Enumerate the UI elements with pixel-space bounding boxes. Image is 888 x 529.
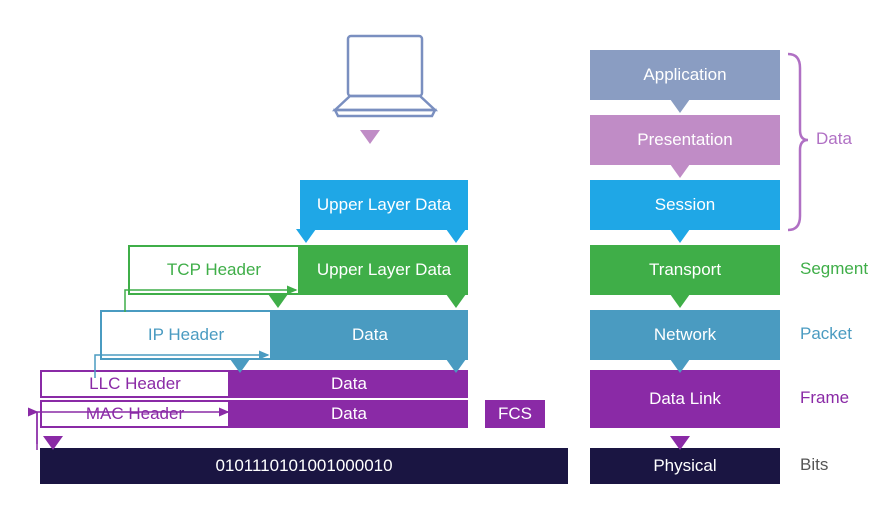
upper_layer_1-box: Upper Layer Data (300, 180, 468, 230)
flow-pointer (446, 229, 466, 243)
network_row-box: Data (272, 310, 468, 360)
osi-layer-network: Network (590, 310, 780, 360)
flow-pointer (43, 436, 63, 450)
upper_layer_2-box: Upper Layer Data (300, 245, 468, 295)
datalink_row-llc_data: Data (230, 370, 468, 398)
physical_row-box: 0101110101001000010 (40, 448, 568, 484)
computer-icon (330, 30, 440, 130)
osi-layer-datalink: Data Link (590, 370, 780, 428)
upper_layer_2-header: TCP Header (128, 245, 300, 295)
flow-pointer (670, 164, 690, 178)
brace-label: Data (816, 129, 852, 149)
datalink_row-fcs: FCS (485, 400, 545, 428)
pdu-label-datalink: Frame (800, 388, 849, 408)
encapsulation-diagram: Application Presentation Session Transport S… (0, 0, 888, 529)
pdu-label-transport: Segment (800, 259, 868, 279)
data-brace (786, 50, 820, 240)
datalink_row-llc_header: LLC Header (40, 370, 230, 398)
flow-pointer (268, 294, 288, 308)
datalink_row-mac_data: Data (230, 400, 468, 428)
datalink_row-mac_header: MAC Header (40, 400, 230, 428)
osi-layer-physical: Physical (590, 448, 780, 484)
osi-layer-application: Application (590, 50, 780, 100)
flow-pointer (670, 436, 690, 450)
osi-layer-presentation: Presentation (590, 115, 780, 165)
flow-pointer (670, 99, 690, 113)
flow-pointer (446, 359, 466, 373)
osi-layer-transport: Transport (590, 245, 780, 295)
flow-pointer (670, 359, 690, 373)
network_row-header: IP Header (100, 310, 272, 360)
flow-pointer (230, 359, 250, 373)
flow-pointer (360, 130, 380, 144)
pdu-label-network: Packet (800, 324, 852, 344)
flow-pointer (446, 294, 466, 308)
flow-pointer (296, 229, 316, 243)
osi-layer-session: Session (590, 180, 780, 230)
pdu-label-physical: Bits (800, 455, 828, 475)
flow-pointer (670, 294, 690, 308)
flow-pointer (670, 229, 690, 243)
